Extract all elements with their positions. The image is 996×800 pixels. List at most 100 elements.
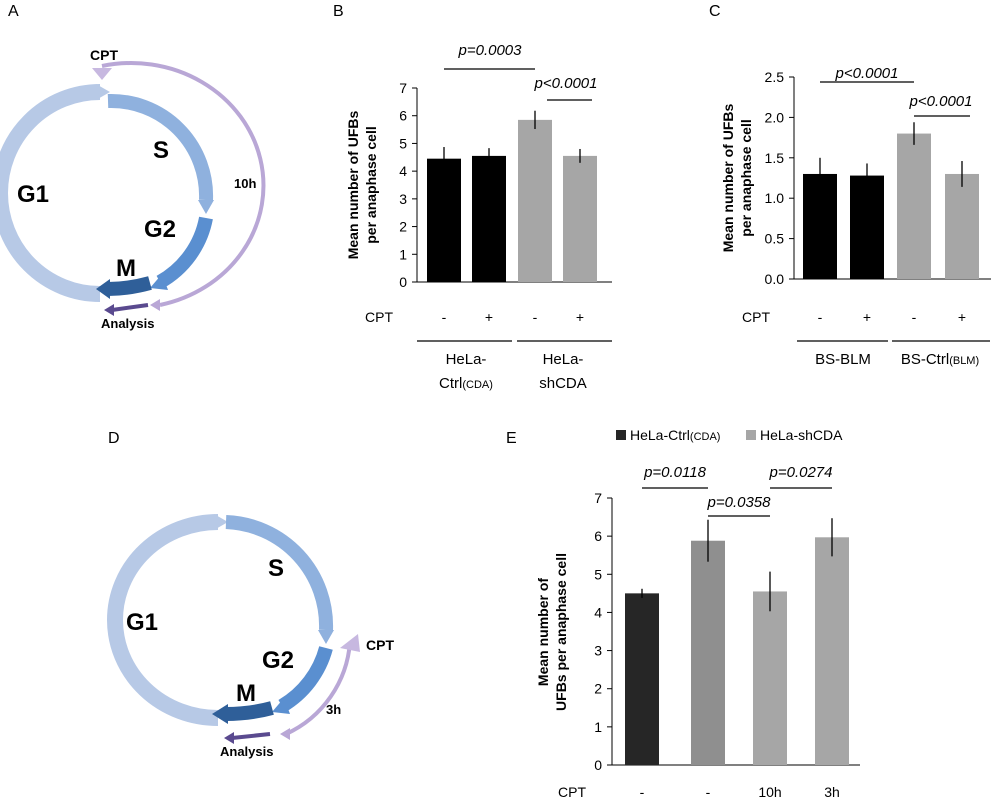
- y-tick-label: 7: [399, 80, 407, 96]
- y-tick-label: 1: [594, 719, 602, 735]
- x-category-label: -: [533, 309, 538, 325]
- x-category-label: +: [485, 309, 493, 325]
- x-category-label: 10h: [758, 784, 781, 800]
- row-label-cpt: CPT: [742, 309, 770, 325]
- phase-g2-label-d: G2: [262, 647, 294, 674]
- y-tick-label: 2: [399, 219, 407, 235]
- y-tick-label: 3: [399, 191, 407, 207]
- analysis-label-a: Analysis: [101, 316, 154, 331]
- row-label-cpt: CPT: [365, 309, 393, 325]
- cpt-label-a: CPT: [90, 47, 118, 63]
- time-label-a: 10h: [234, 176, 256, 191]
- y-tick-label: 0: [594, 757, 602, 773]
- bar: [897, 133, 931, 279]
- g2-arc: [156, 216, 213, 289]
- s-arc: [225, 515, 334, 631]
- cpt-treatment-arrowhead: [280, 728, 290, 740]
- time-label-d: 3h: [326, 702, 341, 717]
- g2-arc: [278, 646, 333, 713]
- group-label: BS-BLM: [815, 351, 871, 368]
- bar: [815, 537, 849, 765]
- phase-g1-label-d: G1: [126, 609, 158, 636]
- y-tick-label: 6: [594, 528, 602, 544]
- bar: [427, 158, 461, 282]
- analysis-arrowhead: [104, 304, 114, 316]
- g1-arrowhead: [214, 514, 228, 530]
- y-tick-label: 5: [399, 135, 407, 151]
- row-label-cpt: CPT: [558, 784, 586, 800]
- y-tick-label: 2.0: [765, 109, 785, 125]
- cpt-drop-arrow: [92, 68, 112, 80]
- m-arrowhead: [212, 704, 228, 724]
- s-arrowhead: [318, 630, 334, 644]
- x-category-label: 3h: [824, 784, 840, 800]
- panel-label-e: E: [506, 430, 517, 447]
- group-label-line2: Ctrl(CDA): [439, 375, 493, 392]
- x-category-label: +: [863, 309, 871, 325]
- cpt-treatment-line: [285, 641, 352, 736]
- bar: [945, 173, 979, 279]
- y-axis-title-line2: per anaphase cell: [738, 119, 754, 237]
- y-tick-label: 0.0: [765, 271, 785, 287]
- y-tick-label: 1.5: [765, 150, 785, 166]
- panel-label-a: A: [8, 3, 19, 20]
- x-category-label: -: [706, 784, 711, 800]
- y-tick-label: 4: [399, 163, 407, 179]
- y-tick-label: 5: [594, 566, 602, 582]
- chart-c: 0.0 0.5 1.0 1.5 2.0 2.5 Mean number of UFBs per…: [720, 65, 991, 368]
- cpt-drop-arrow: [340, 634, 360, 652]
- panel-label-b: B: [333, 3, 344, 20]
- y-tick-label: 1.0: [765, 190, 785, 206]
- y-tick-label: 2.5: [765, 69, 785, 85]
- y-tick-label: 0: [399, 274, 407, 290]
- analysis-arrowhead: [224, 732, 234, 744]
- y-tick-label: 3: [594, 643, 602, 659]
- bar: [472, 155, 506, 282]
- g1-arc: [107, 514, 219, 726]
- chart-e: 0 1 2 3 4 5 6 7 Mean number of UFBs per anaphase …: [535, 427, 860, 800]
- cpt-treatment-arrowhead: [150, 299, 160, 311]
- phase-g2-label-a: G2: [144, 216, 176, 243]
- x-category-label: -: [818, 309, 823, 325]
- y-axis-title-line1: Mean number of UFBs: [720, 104, 736, 253]
- phase-s-label-a: S: [153, 137, 169, 164]
- phase-g1-label-a: G1: [17, 181, 49, 208]
- phase-m-label-a: M: [116, 255, 136, 282]
- cpt-treatment-line: [101, 61, 266, 307]
- y-axis-title-line2: per anaphase cell: [363, 126, 379, 244]
- g1-arc: [0, 84, 101, 302]
- y-tick-label: 2: [594, 681, 602, 697]
- phase-m-label-d: M: [236, 680, 256, 707]
- p-value-label: p=0.0118: [643, 464, 707, 481]
- bar: [625, 593, 659, 765]
- p-value-label: p<0.0001: [534, 75, 598, 92]
- m-arrowhead: [96, 279, 110, 299]
- m-arc: [225, 701, 274, 721]
- legend-label: HeLa-shCDA: [760, 427, 843, 443]
- chart-b: 0 1 2 3 4 5 6 7 Mean number of UFBs per anaphase …: [345, 42, 612, 392]
- phase-s-label-d: S: [268, 555, 284, 582]
- y-tick-label: 7: [594, 490, 602, 506]
- analysis-label-d: Analysis: [220, 744, 273, 759]
- p-value-label: p=0.0274: [769, 464, 833, 481]
- cell-cycle-diagram-a: CPT S G1 G2 M 10h Analysis: [0, 47, 266, 331]
- analysis-line: [111, 303, 149, 312]
- p-value-label: p<0.0001: [835, 65, 899, 82]
- m-arc: [107, 276, 152, 296]
- bar: [563, 155, 597, 282]
- x-category-label: -: [640, 784, 645, 800]
- x-category-label: -: [912, 309, 917, 325]
- bar: [753, 591, 787, 765]
- y-tick-label: 0.5: [765, 231, 785, 247]
- s-arc: [107, 93, 214, 201]
- y-tick-label: 6: [399, 108, 407, 124]
- legend-swatch: [746, 430, 756, 440]
- group-label: HeLa-: [446, 351, 487, 368]
- x-category-label: -: [442, 309, 447, 325]
- group-label-line2: shCDA: [539, 375, 587, 392]
- cell-cycle-diagram-d: CPT S G1 G2 M 3h Analysis: [107, 514, 394, 759]
- y-axis-title-line1: Mean number of: [535, 578, 551, 686]
- legend-label: HeLa-Ctrl(CDA): [630, 427, 720, 443]
- g2-arrowhead: [150, 274, 168, 290]
